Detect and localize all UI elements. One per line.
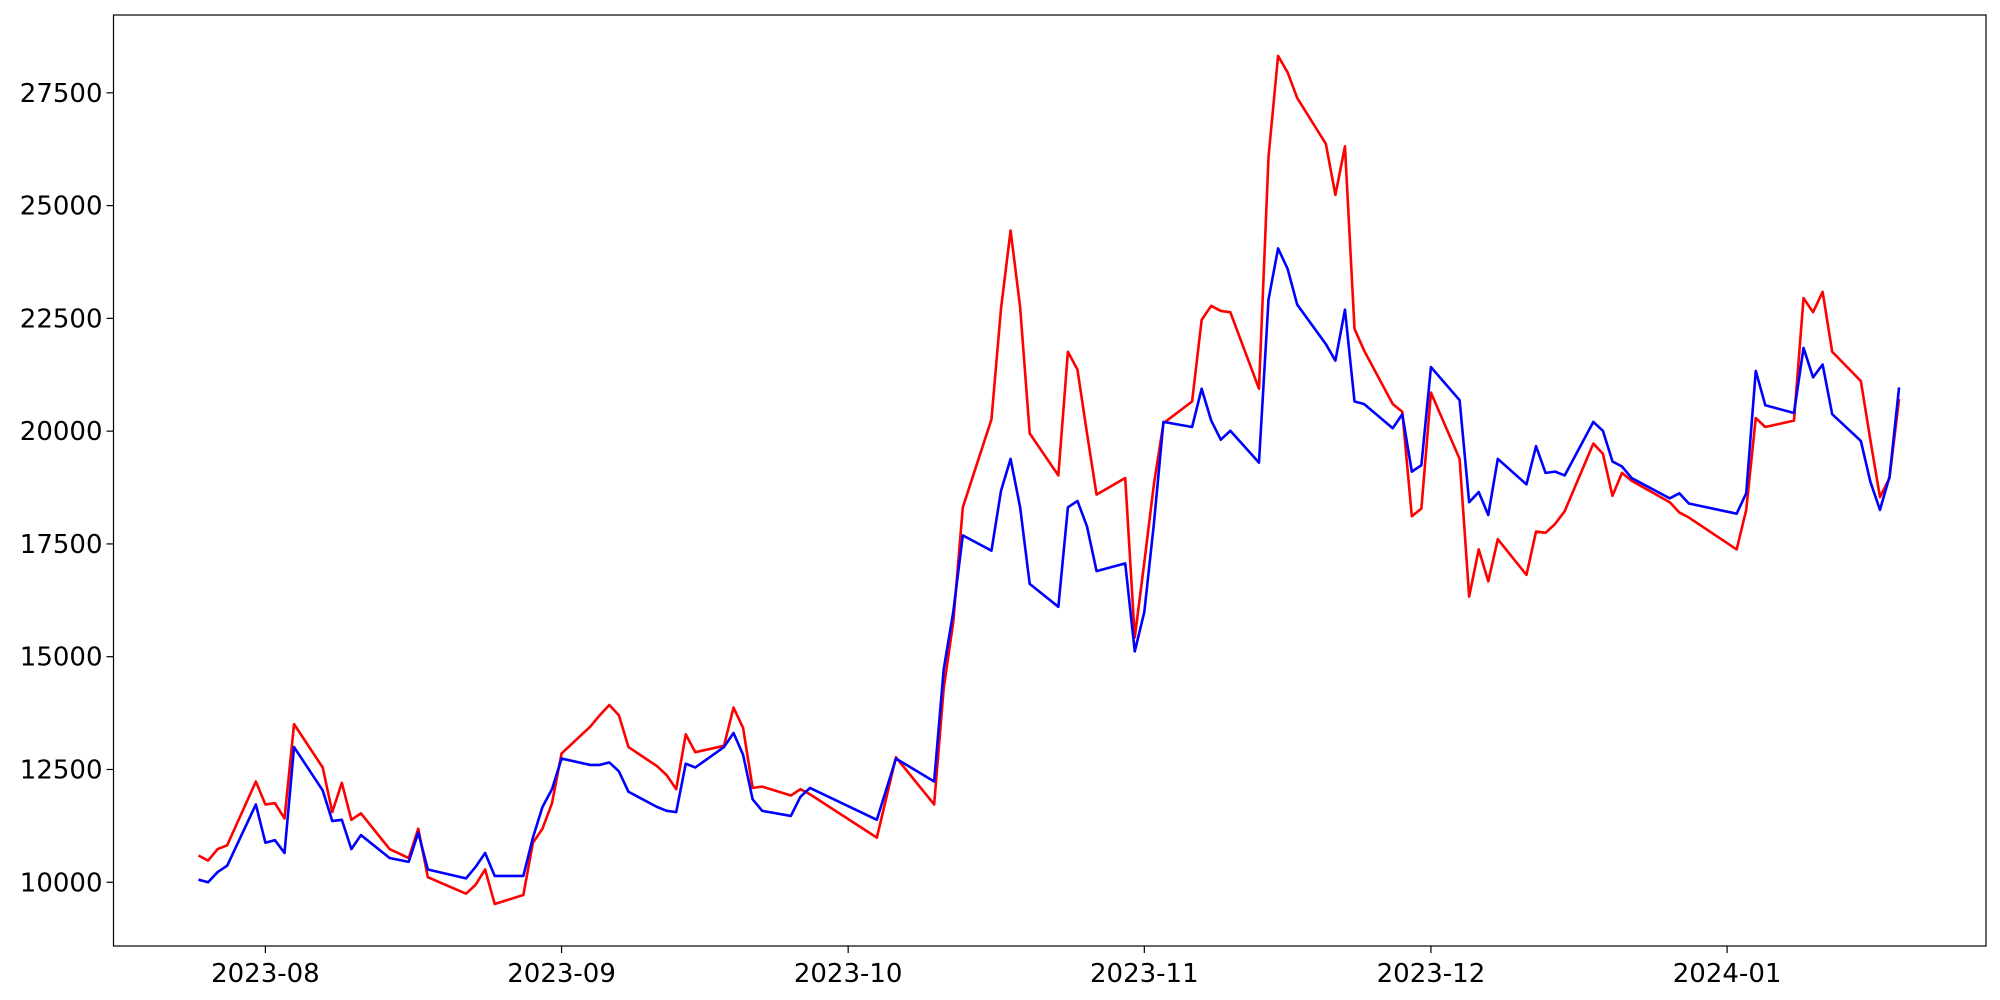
y-tick-label: 20000	[20, 417, 103, 447]
x-tick-label: 2023-08	[211, 959, 320, 989]
x-tick-label: 2023-11	[1090, 959, 1199, 989]
data-line	[198, 247, 1901, 884]
plot-frame	[112, 14, 1987, 947]
y-tick-label: 10000	[20, 868, 103, 898]
x-tick-label: 2024-01	[1673, 959, 1782, 989]
x-tick-label: 2023-10	[794, 959, 903, 989]
y-tick-label: 12500	[20, 755, 103, 785]
x-tick-label: 2023-09	[507, 959, 616, 989]
y-tick-label: 22500	[20, 304, 103, 334]
y-tick-label: 25000	[20, 192, 103, 222]
data-line	[197, 54, 1901, 906]
x-tick-label: 2023-12	[1377, 959, 1486, 989]
y-tick-label: 27500	[20, 79, 103, 109]
y-tick-label: 15000	[20, 643, 103, 673]
y-tick-label: 17500	[20, 530, 103, 560]
